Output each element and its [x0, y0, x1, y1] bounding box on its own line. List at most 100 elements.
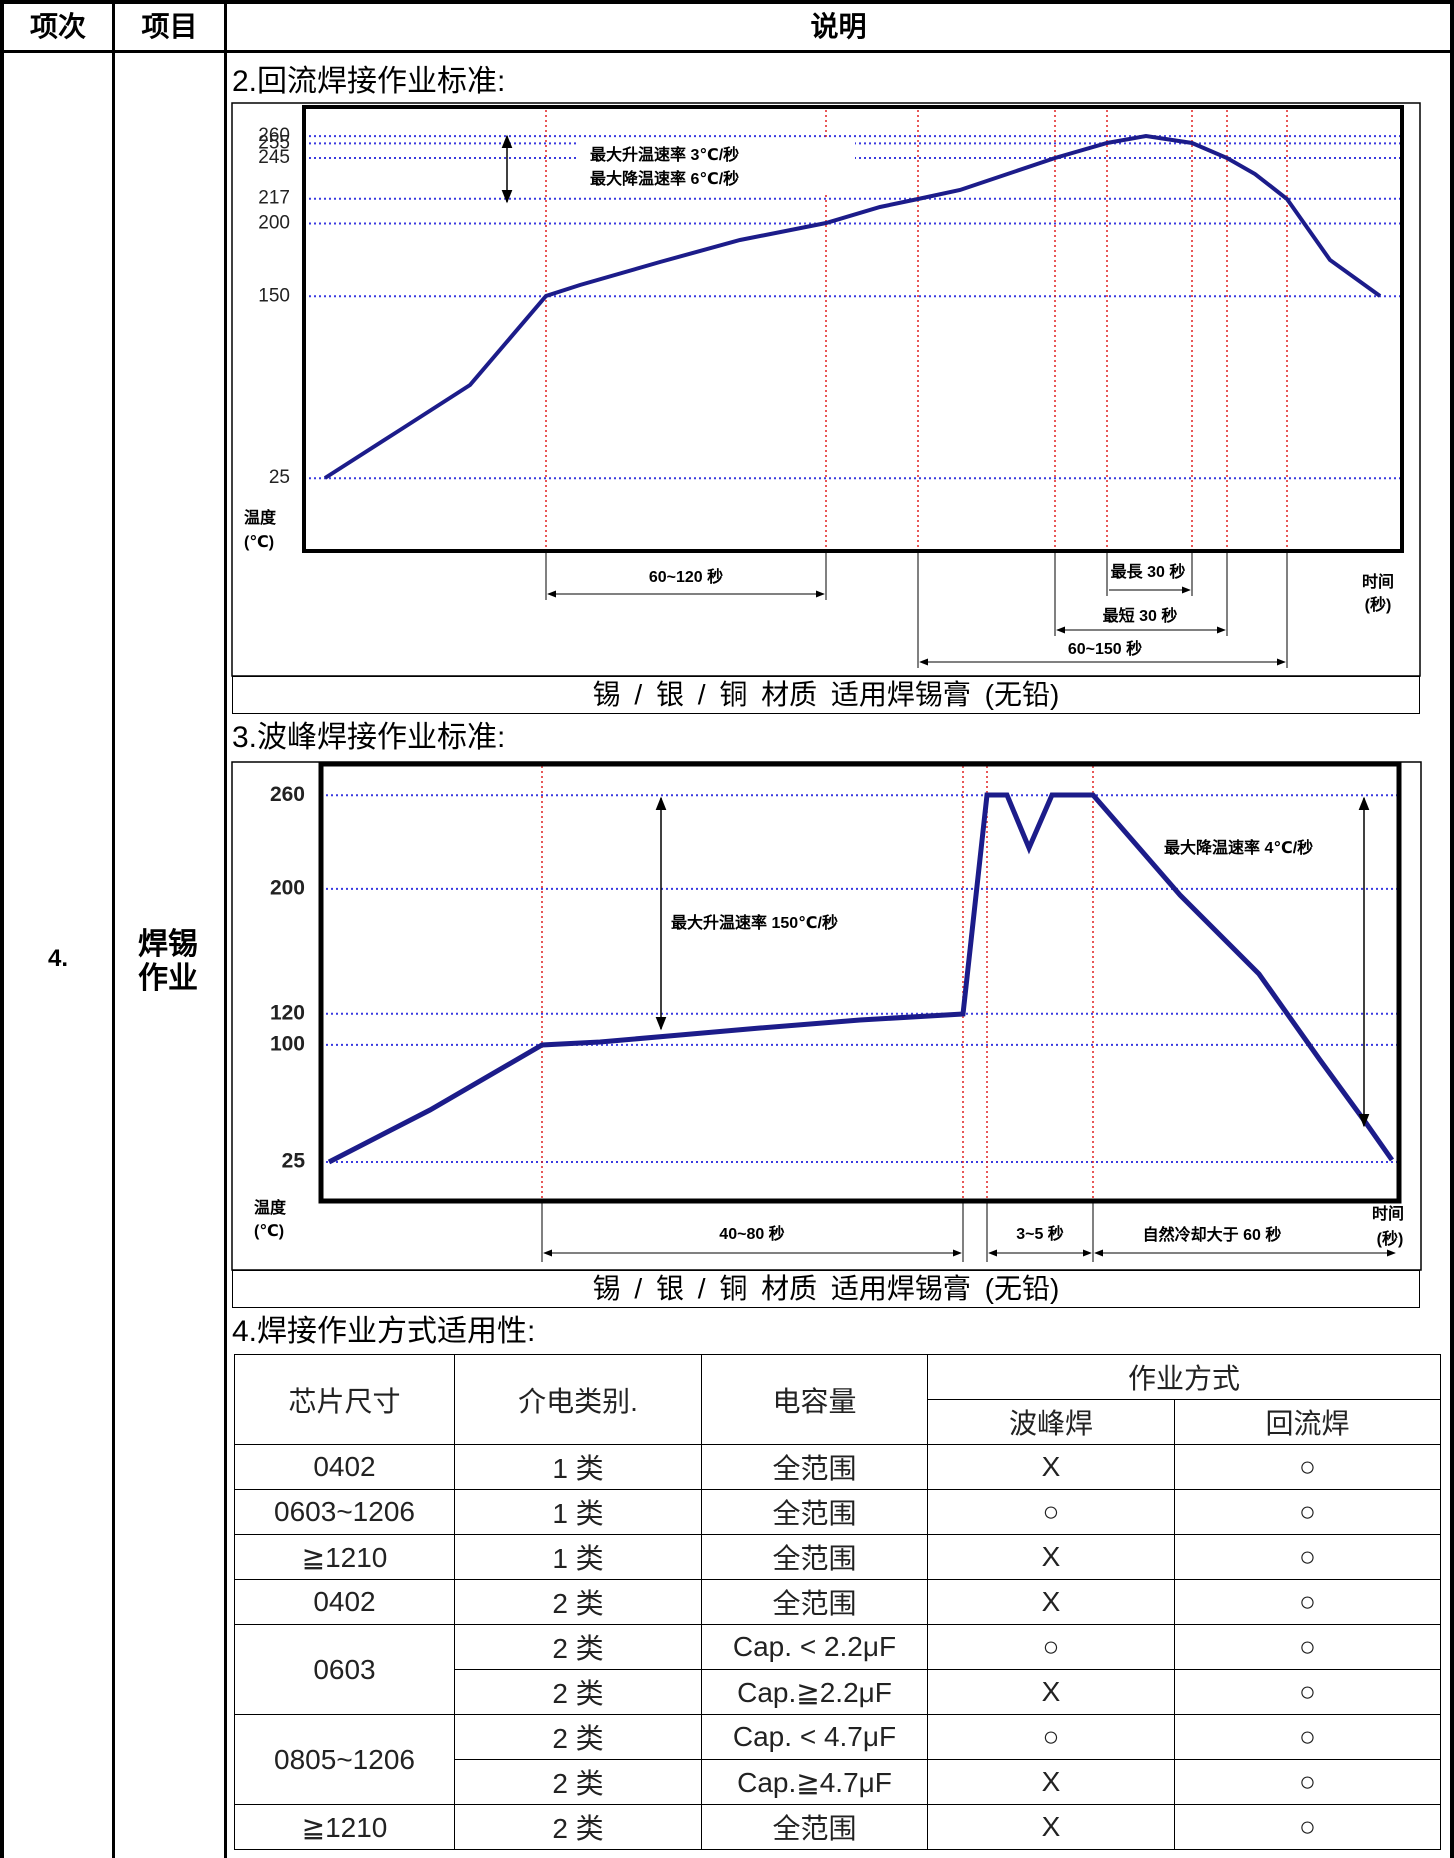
table-cell: 2 类	[454, 1579, 702, 1625]
dimension-lines	[541, 1201, 1396, 1262]
table-cell: 2 类	[454, 1804, 702, 1850]
y-axis-label: 温度	[243, 508, 277, 527]
table-cell: ○	[1173, 1489, 1442, 1535]
y-axis-label: (℃)	[254, 1223, 284, 1240]
section-title: 3.波峰焊接作业标准:	[232, 721, 506, 754]
charts: 最大升温速率 3℃/秒 最大降温速率 6℃/秒 温度 (℃) 时间 (秒) 60…	[231, 102, 1422, 1271]
temperature-profile	[323, 133, 1382, 480]
table-body: 芯片尺寸 介电类别. 电容量 作业方式 波峰焊 回流焊 0402 1 类全范围 X ○…	[234, 1354, 1442, 1850]
table-cell: X	[927, 1534, 1175, 1580]
table-cell: X	[927, 1579, 1175, 1625]
table-cell: ○	[1173, 1534, 1442, 1580]
header-cell: 作业方式	[926, 1354, 1442, 1400]
chart-box	[231, 102, 1421, 677]
grid	[304, 135, 1402, 480]
table-cell: ○	[927, 1714, 1175, 1760]
table-cell: X	[927, 1669, 1175, 1715]
table-cell: 0603~1206	[234, 1489, 455, 1535]
section-title: 4.焊接作业方式适用性:	[232, 1315, 536, 1348]
header-rule	[4, 50, 1450, 53]
table-cell: 1 类	[454, 1534, 702, 1580]
annotation: 最大降温速率 4℃/秒	[1164, 838, 1313, 857]
table-cell: 1 类	[454, 1444, 702, 1490]
interval-label: 60~150 秒	[1068, 639, 1142, 658]
table-cell: Cap. < 4.7μF	[701, 1714, 928, 1760]
header-cell: 电容量	[701, 1354, 928, 1445]
chart-box	[231, 761, 1422, 1271]
y-tick-label: 100	[270, 1032, 305, 1055]
header-cell: 项次	[29, 11, 86, 42]
y-tick-label: 255	[258, 132, 290, 153]
table-cell: 0402	[234, 1579, 455, 1625]
y-tick-label: 25	[282, 1150, 306, 1173]
header-cell: 波峰焊	[927, 1399, 1175, 1445]
table-cell: ≧1210	[234, 1534, 455, 1580]
header-cell: 介电类别.	[454, 1354, 702, 1445]
item-name: 焊锡作业	[138, 928, 198, 995]
header-row: 芯片尺寸 介电类别. 电容量 作业方式	[234, 1354, 1442, 1445]
column-rule	[112, 4, 115, 1858]
table-cell: Cap. < 2.2μF	[701, 1624, 928, 1670]
table-cell: 全范围	[701, 1804, 928, 1850]
interval-label: 最長 30 秒	[1111, 562, 1186, 581]
header-cell: 回流焊	[1173, 1399, 1442, 1445]
header-cell: 说明	[810, 11, 867, 42]
table-cell: 2 类	[454, 1624, 702, 1670]
header-cell: 芯片尺寸	[234, 1354, 455, 1445]
table-cell: 0402	[234, 1444, 455, 1490]
y-tick-label: 260	[270, 783, 305, 806]
y-tick-label: 260	[258, 125, 290, 146]
y-tick-label: 217	[258, 188, 290, 209]
plot-frame	[318, 761, 1402, 1204]
table-cell: ○	[1173, 1804, 1442, 1850]
phase-lines	[541, 766, 1094, 1201]
interval-label: 60~120 秒	[649, 567, 723, 586]
y-tick-label: 120	[270, 1001, 305, 1024]
table-cell: 全范围	[701, 1444, 928, 1490]
table-cell: 0805~1206	[234, 1714, 455, 1805]
table-row: 0402 1 类全范围 X ○	[234, 1444, 1442, 1490]
y-axis-label: 温度	[253, 1198, 287, 1217]
table-cell: 全范围	[701, 1579, 928, 1625]
interval-label: 最短 30 秒	[1103, 606, 1178, 625]
interval-label: 3~5 秒	[1016, 1224, 1064, 1243]
table-row: 0805~1206 2 类 Cap. < 4.7μF ○ ○	[234, 1714, 1442, 1805]
table-cell: X	[927, 1804, 1175, 1850]
header-cell: 项目	[141, 11, 198, 42]
table-row: ≧1210 2 类全范围 X ○	[234, 1804, 1442, 1850]
table-row: 0402 2 类全范围 X ○	[234, 1579, 1442, 1625]
table-cell: ○	[1173, 1669, 1442, 1715]
y-tick-label: 200	[270, 876, 305, 899]
temperature-profile	[327, 792, 1395, 1165]
interval-label: 40~80 秒	[719, 1224, 784, 1243]
annotation: 最大升温速率 3℃/秒	[590, 145, 739, 164]
plot-frame	[302, 105, 1404, 553]
table-cell: ○	[1173, 1624, 1442, 1670]
table-row: 0603 2 类 Cap. < 2.2μF ○ ○	[234, 1624, 1442, 1715]
annotation: 最大降温速率 6℃/秒	[590, 169, 739, 188]
section-title: 2.回流焊接作业标准:	[232, 65, 506, 98]
table-row: ≧1210 1 类全范围 X ○	[234, 1534, 1442, 1580]
annotation-backdrop	[578, 140, 855, 192]
table-row: 0603~1206 1 类全范围 ○ ○	[234, 1489, 1442, 1535]
x-axis-label: (秒)	[1377, 1229, 1404, 1248]
header-row: 波峰焊 回流焊	[235, 1399, 1442, 1445]
table-cell: ≧1210	[234, 1804, 455, 1850]
column-rule	[224, 4, 227, 1858]
table-cell: ○	[1173, 1759, 1442, 1805]
table-cell: ○	[1173, 1714, 1442, 1760]
y-axis-label: (℃)	[244, 534, 274, 551]
x-axis-label: 时间	[1362, 572, 1394, 591]
table-cell: 2 类	[454, 1669, 702, 1715]
item-number: 4.	[47, 945, 68, 972]
y-tick-label: 245	[258, 147, 290, 168]
table-cell: ○	[927, 1489, 1175, 1535]
y-tick-label: 200	[258, 212, 290, 233]
table-cell: 1 类	[454, 1489, 702, 1535]
annotation: 最大升温速率 150℃/秒	[671, 913, 838, 932]
x-axis-label: (秒)	[1365, 595, 1392, 614]
table-cell: X	[927, 1444, 1175, 1490]
